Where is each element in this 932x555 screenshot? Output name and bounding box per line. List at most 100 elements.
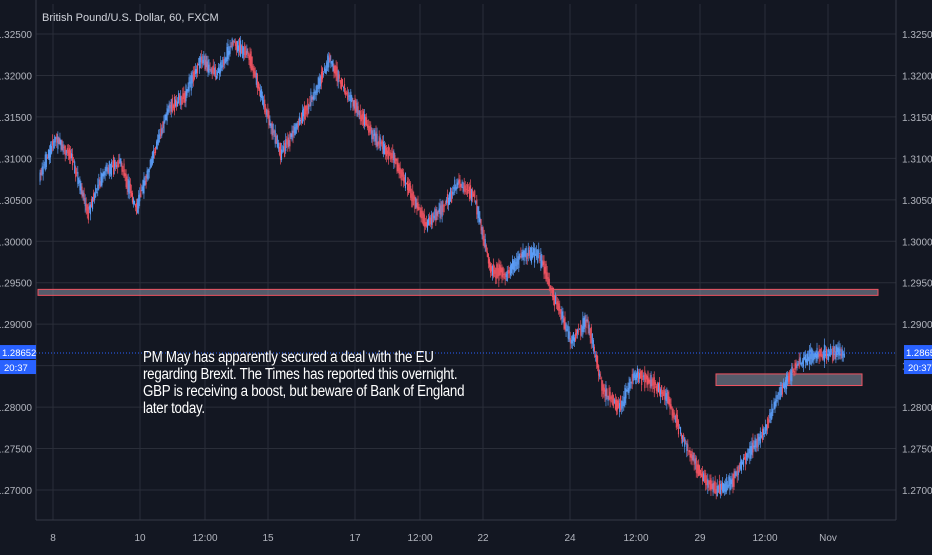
- candle-body: [577, 329, 579, 334]
- candle-body: [345, 91, 347, 95]
- candle-body: [719, 484, 721, 495]
- candle-body: [621, 400, 623, 409]
- x-axis: 8 10 12:00 15 17 12:00 22 24 12:00 29 12:00 Nov: [50, 533, 837, 544]
- candle-body: [93, 193, 95, 202]
- candle-body: [409, 182, 411, 192]
- candle-body: [412, 190, 414, 206]
- candle-body: [583, 317, 585, 330]
- candle-body: [258, 87, 261, 91]
- candle-body: [730, 479, 732, 485]
- candle-body: [547, 276, 549, 285]
- candle-body: [105, 164, 107, 172]
- candle-body: [46, 157, 48, 159]
- candle-body: [206, 61, 208, 71]
- candle-body: [362, 111, 364, 125]
- candle-body: [400, 169, 402, 181]
- candle-body: [632, 373, 634, 381]
- candle-body: [236, 41, 238, 52]
- candle-body: [73, 161, 75, 163]
- candle-body: [457, 180, 459, 186]
- y-tick-label: 1.30500: [0, 196, 32, 207]
- candle-body: [359, 111, 361, 120]
- candle-body: [613, 399, 615, 404]
- candle-body: [43, 164, 45, 166]
- candle-body: [789, 371, 791, 381]
- candle-body: [422, 212, 424, 225]
- candle-body: [786, 374, 788, 390]
- candle-body: [461, 181, 463, 188]
- candle-body: [821, 354, 823, 360]
- candle-body: [300, 112, 303, 124]
- candle-body: [761, 428, 763, 440]
- candle-body: [738, 464, 740, 472]
- candle-body: [675, 413, 677, 428]
- candle-body: [304, 105, 306, 119]
- candle-body: [689, 450, 691, 458]
- candle-body: [344, 84, 346, 93]
- candle-body: [696, 464, 698, 474]
- x-tick-label: 12:00: [407, 533, 432, 544]
- candle-body: [432, 213, 434, 223]
- candle-body: [521, 251, 523, 259]
- candle-body: [119, 158, 121, 164]
- y-tick-label: 1.30000: [902, 237, 932, 248]
- candle-body: [357, 106, 359, 115]
- candle-body: [717, 485, 719, 493]
- candle-body: [368, 125, 370, 133]
- candle-body: [697, 464, 699, 477]
- candle-body: [127, 179, 129, 192]
- candle-body: [275, 135, 277, 144]
- candle-body: [215, 75, 217, 79]
- candle-body: [390, 153, 392, 160]
- candle-body: [672, 409, 674, 419]
- candle-body: [707, 478, 709, 488]
- candle-body: [705, 473, 707, 486]
- candle-body: [446, 194, 448, 203]
- candle-body: [98, 179, 100, 186]
- candle-body: [568, 331, 570, 340]
- candle-body: [221, 65, 223, 69]
- candle-body: [752, 440, 754, 453]
- candle-body: [681, 433, 683, 439]
- candle-body: [552, 287, 555, 300]
- candle-body: [425, 222, 427, 227]
- candle-body: [652, 378, 654, 386]
- candle-body: [780, 386, 782, 396]
- candle-body: [342, 87, 345, 89]
- candle-body: [556, 302, 558, 305]
- candle-body: [107, 167, 109, 173]
- x-tick-label: 15: [262, 533, 274, 544]
- candle-body: [402, 172, 404, 182]
- candle-body: [509, 265, 511, 276]
- candle-body: [842, 351, 844, 356]
- y-tick-label: 1.27500: [0, 445, 32, 456]
- candle-body: [311, 97, 313, 100]
- candle-body: [533, 247, 535, 256]
- candle-body: [118, 159, 120, 167]
- candle-body: [560, 309, 562, 320]
- candle-body: [690, 454, 692, 459]
- candle-body: [687, 444, 689, 450]
- candle-body: [370, 124, 372, 134]
- candle-body: [177, 101, 179, 107]
- candle-body: [825, 348, 828, 360]
- candle-body: [222, 59, 224, 67]
- candle-body: [429, 216, 431, 226]
- candle-body: [333, 65, 335, 74]
- candle-body: [676, 415, 678, 427]
- candle-body: [273, 130, 275, 133]
- candle-body: [505, 273, 507, 277]
- candle-body: [149, 160, 151, 169]
- news-annotation[interactable]: PM May has apparently secured a deal wit…: [143, 349, 465, 417]
- candle-body: [116, 165, 118, 168]
- candle-body: [386, 147, 388, 157]
- candle-body: [240, 40, 242, 57]
- candle-body: [513, 260, 515, 270]
- candle-body: [814, 352, 816, 358]
- candle-body: [184, 91, 186, 103]
- candle-body: [375, 131, 377, 146]
- candle-body: [230, 46, 232, 48]
- candle-body: [496, 264, 498, 280]
- candle-body: [72, 154, 74, 166]
